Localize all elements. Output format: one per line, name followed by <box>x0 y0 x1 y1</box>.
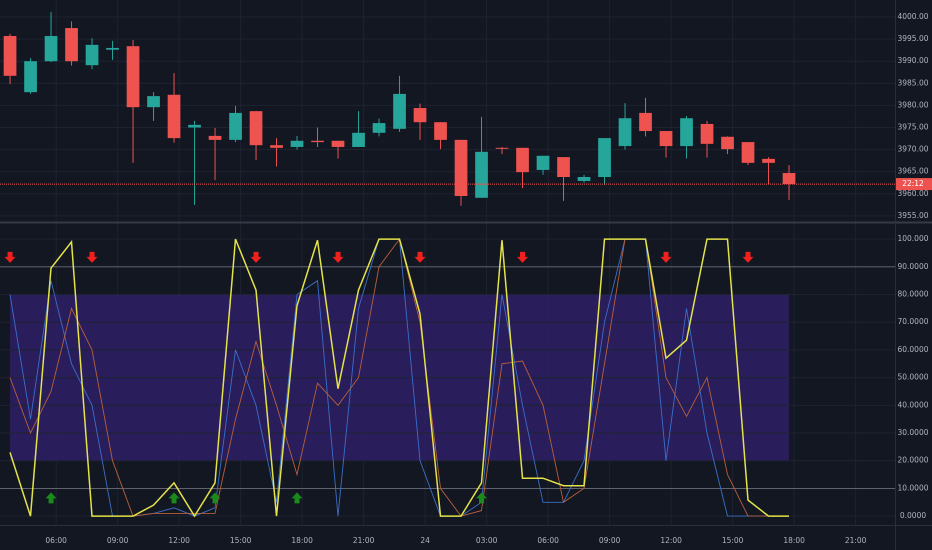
y-tick-label: 3995.00 <box>897 34 928 43</box>
y-tick-label: 3975.00 <box>897 123 928 132</box>
y-tick-label: 0.0000 <box>900 511 926 520</box>
candle-body <box>372 123 386 133</box>
osc-line <box>9 238 789 518</box>
x-tick-label: 15:00 <box>722 536 744 545</box>
buy-arrow <box>168 492 180 504</box>
y-tick-label: 80.0000 <box>897 290 928 299</box>
x-tick-label: 12:00 <box>168 536 190 545</box>
y-tick-label: 30.0000 <box>897 428 928 437</box>
sell-arrow <box>742 251 754 263</box>
candle-body <box>24 61 37 93</box>
candle-body <box>782 173 796 185</box>
candle-body <box>516 147 529 173</box>
sell-arrow <box>517 251 529 263</box>
y-tick-label: 10.0000 <box>897 483 928 492</box>
y-tick-label: 100.000 <box>897 234 928 243</box>
y-tick-label: 90.0000 <box>897 262 928 271</box>
y-tick-label: 3960.00 <box>897 189 928 198</box>
x-tick-label: 06:00 <box>45 536 67 545</box>
x-tick-label: 15:00 <box>230 536 252 545</box>
candle-body <box>536 155 550 170</box>
y-tick-label: 40.0000 <box>897 400 928 409</box>
candle-body <box>229 112 242 140</box>
y-tick-label: 3970.00 <box>897 145 928 154</box>
candle-body <box>577 176 591 181</box>
candle-body <box>208 135 222 140</box>
y-tick-label: 3980.00 <box>897 100 928 109</box>
x-tick-label: 09:00 <box>107 536 129 545</box>
candle-body <box>413 108 427 123</box>
candle-body <box>85 44 99 66</box>
candle-body <box>147 96 160 108</box>
x-tick-label: 12:00 <box>660 536 682 545</box>
y-tick-label: 3990.00 <box>897 56 928 65</box>
candle-body <box>618 118 632 147</box>
y-tick-label: 3965.00 <box>897 167 928 176</box>
candle-body <box>106 47 119 50</box>
y-tick-label: 70.0000 <box>897 317 928 326</box>
y-tick-label: 20.0000 <box>897 456 928 465</box>
candle-body <box>126 46 140 108</box>
candle-body <box>270 145 283 148</box>
sell-arrow <box>414 251 426 263</box>
candle-body <box>188 124 201 128</box>
y-tick-label: 50.0000 <box>897 373 928 382</box>
y-tick-label: 3955.00 <box>897 211 928 220</box>
sell-arrow <box>332 251 344 263</box>
candle-body <box>659 131 673 147</box>
candle-body <box>44 36 58 62</box>
candle-body <box>557 157 570 177</box>
candle-body <box>290 140 304 147</box>
candle-body <box>475 151 488 198</box>
x-tick-label: 18:00 <box>291 536 313 545</box>
x-tick-label: 18:00 <box>783 536 805 545</box>
candle-body <box>495 147 509 149</box>
candle-body <box>721 136 734 150</box>
x-tick-label: 06:00 <box>537 536 559 545</box>
candle-body <box>167 94 181 139</box>
candle-body <box>434 122 447 140</box>
candle-body <box>454 139 468 197</box>
x-tick-label: 21:00 <box>845 536 867 545</box>
candle-body <box>65 28 78 62</box>
y-tick-label: 4000.00 <box>897 12 928 21</box>
last-price-box <box>896 178 932 191</box>
x-tick-label: 03:00 <box>476 536 498 545</box>
x-tick-label: 21:00 <box>353 536 375 545</box>
x-tick-label: 24 <box>420 536 430 545</box>
candle-body <box>331 140 345 147</box>
sell-arrow <box>660 251 672 263</box>
y-tick-label: 3985.00 <box>897 78 928 87</box>
buy-arrow <box>476 492 488 504</box>
sell-arrow <box>4 251 16 263</box>
candle-body <box>700 123 714 144</box>
candle-body <box>3 36 17 76</box>
candle-body <box>352 132 365 147</box>
buy-arrow <box>291 492 303 504</box>
x-tick-label: 09:00 <box>599 536 621 545</box>
candle-body <box>249 111 263 146</box>
buy-arrow <box>209 492 221 504</box>
candle-body <box>762 158 775 163</box>
sell-arrow <box>86 251 98 263</box>
buy-arrow <box>45 492 57 504</box>
y-tick-label: 60.0000 <box>897 345 928 354</box>
candle-body <box>393 93 406 129</box>
last-price-label: 22:12 <box>902 179 924 188</box>
sell-arrow <box>250 251 262 263</box>
candle-body <box>639 112 652 132</box>
candle-body <box>741 142 755 163</box>
candle-body <box>311 140 324 143</box>
candle-body <box>598 138 611 177</box>
candle-body <box>680 118 693 147</box>
